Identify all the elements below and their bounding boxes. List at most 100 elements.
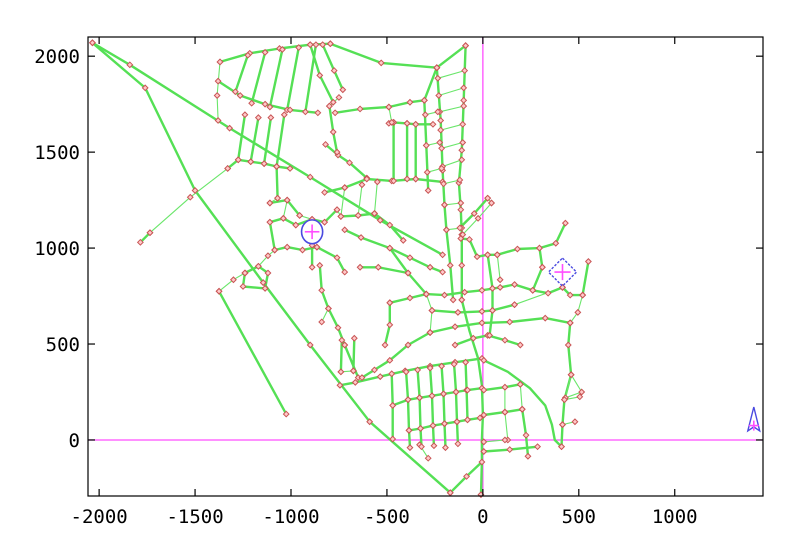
graph-node-marker [501,383,509,391]
graph-node-marker [496,283,504,291]
graph-node-marker [458,156,466,164]
graph-node-marker [88,39,96,47]
graph-node-marker [429,120,437,128]
graph-node-marker [338,336,346,344]
graph-node-marker [261,284,269,292]
graph-node-marker [406,254,414,262]
road-polyline [250,51,267,105]
graph-node-marker [386,356,394,364]
y-tick-label: 500 [46,334,80,356]
graph-node-marker [516,380,524,388]
graph-node-marker [414,366,422,374]
graph-node-marker [571,418,579,426]
graph-node-marker [264,269,272,277]
graph-node-marker [314,109,322,117]
graph-node-marker [389,401,397,409]
graph-node-marker [558,443,565,451]
graph-node-marker [299,246,306,254]
road-polyline [581,260,590,297]
graph-node-marker [567,371,575,379]
graph-node-marker [462,42,470,50]
graph-node-marker [386,221,394,229]
road-polyline [217,290,288,416]
graph-node-marker [576,393,584,401]
graph-node-marker [440,180,447,188]
graph-node-marker [279,214,287,222]
graph-node-marker [366,418,374,426]
road-polyline [483,439,506,443]
graph-node-marker [282,410,290,418]
road-polyline [373,181,378,215]
graph-node-marker [399,236,407,244]
road-polyline [440,364,447,449]
graph-node-marker [544,289,552,297]
graph-node-marker [449,296,457,304]
graph-node-marker [390,177,398,185]
graph-node-marker [214,117,222,124]
plot-border [87,36,764,497]
graph-node-marker [280,111,288,119]
road-polyline [569,294,584,324]
graph-node-marker [473,253,481,261]
graph-node-marker [371,210,378,217]
graph-node-marker [402,368,410,376]
graph-node-marker [286,164,294,172]
y-tick-label: 0 [69,430,80,452]
graph-node-marker [229,276,237,284]
road-polyline [437,70,466,79]
graph-node-marker [465,235,473,243]
graph-node-marker [428,306,436,314]
road-polyline [324,143,368,180]
graph-node-marker [454,308,462,316]
graph-node-marker [454,440,462,448]
graph-node-marker [457,206,465,214]
graph-node-marker [513,245,521,253]
graph-node-marker [469,334,477,342]
graph-node-marker [501,436,509,444]
road-polyline [340,187,346,217]
graph-node-marker [452,388,460,396]
graph-node-marker [336,381,344,389]
road-polyline [416,368,423,448]
graph-node-marker [434,108,442,116]
graph-node-marker [264,252,272,260]
road-polyline [560,321,573,448]
graph-node-marker [273,163,281,170]
graph-node-marker [330,67,338,75]
graph-node-marker [566,291,574,299]
graph-node-marker [259,279,267,287]
graph-node-marker [406,444,414,452]
graph-node-marker [446,261,454,269]
graph-node-marker [388,370,396,378]
graph-node-marker [416,394,424,402]
road-polyline [339,339,343,373]
road-polyline [496,254,501,281]
graph-node-marker [377,59,385,67]
x-tick-label: 0 [477,506,488,528]
graph-node-marker [438,362,446,370]
road-polyline [218,272,246,292]
graph-node-marker [271,246,279,254]
pose-markers [300,219,761,433]
graph-node-marker [141,84,149,92]
road-polyline [249,116,260,163]
graph-node-marker [261,100,269,108]
graph-node-marker [428,392,436,400]
road-polyline [531,286,584,297]
graph-node-marker [564,341,572,349]
graph-node-marker [334,324,342,332]
graph-node-marker [574,308,582,316]
graph-node-marker [371,366,378,374]
graph-node-marker [524,452,532,460]
graph-node-marker [484,251,492,259]
graph-node-marker [501,408,509,416]
graph-node-marker [478,319,486,327]
road-polyline [531,266,544,292]
road-polyline [338,357,484,387]
graph-node-marker [286,106,294,114]
graph-node-marker [538,263,546,271]
graph-node-marker [560,396,568,404]
graph-node-marker [326,40,334,48]
graph-node-marker [241,111,249,119]
